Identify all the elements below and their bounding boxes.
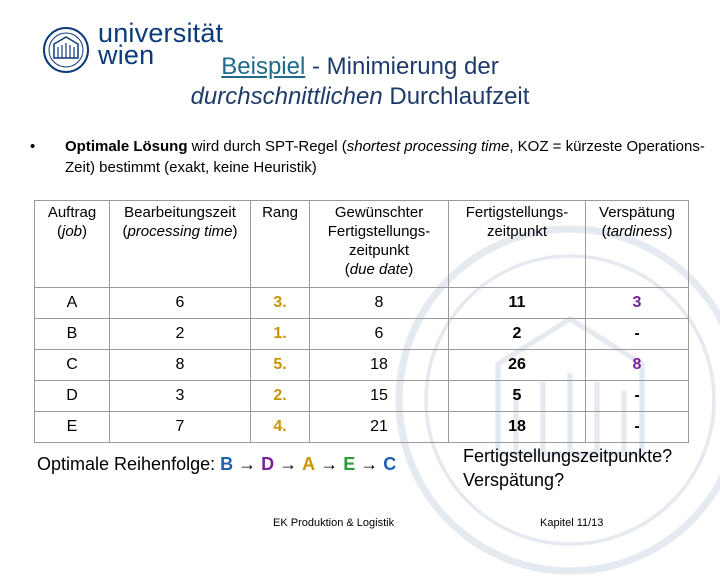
cell-job: E xyxy=(34,411,110,443)
order-item-e: E xyxy=(343,454,356,474)
question-line1: Fertigstellungszeitpunkte? xyxy=(463,446,673,466)
header-job-main: Auftrag xyxy=(47,204,97,221)
cell-rank: 4. xyxy=(250,411,310,443)
cell-rank: 2. xyxy=(250,380,310,412)
cell-due: 8 xyxy=(309,287,449,319)
order-item-d: D xyxy=(261,454,275,474)
bullet-italic: shortest processing time xyxy=(346,138,510,155)
header-tardy-main: Verspätung xyxy=(599,204,675,221)
bullet-text: Optimale Lösung wird durch SPT-Regel (sh… xyxy=(65,136,705,178)
cell-due: 21 xyxy=(309,411,449,443)
cell-job: D xyxy=(34,380,110,412)
table-row: D 3 2. 15 5 - xyxy=(34,380,689,412)
cell-due: 15 xyxy=(309,380,449,412)
cell-job: B xyxy=(34,318,110,350)
title-part2: - Minimierung der xyxy=(305,53,499,80)
arrow-right-icon: → xyxy=(279,454,298,474)
cell-tardy: - xyxy=(585,411,689,443)
university-logo xyxy=(43,27,89,73)
arrow-right-icon: → xyxy=(238,454,257,474)
cell-due: 18 xyxy=(309,349,449,381)
cell-rank: 3. xyxy=(250,287,310,319)
title-part4: Durchlaufzeit xyxy=(382,83,530,110)
cell-finish: 11 xyxy=(448,287,586,319)
slide-title: Beispiel - Minimierung der durchschnittl… xyxy=(60,52,660,112)
header-tardiness: Verspätung (tardiness) xyxy=(585,200,689,288)
header-job-italic: job xyxy=(61,223,83,240)
cell-time: 6 xyxy=(109,287,251,319)
header-finish-time: Fertigstellungs-zeitpunkt xyxy=(448,200,586,288)
order-label: Optimale Reihenfolge: xyxy=(37,454,221,474)
header-job: Auftrag (job) xyxy=(34,200,110,288)
cell-finish: 5 xyxy=(448,380,586,412)
question-line2: Verspätung? xyxy=(463,470,565,490)
table-row: C 8 5. 18 26 8 xyxy=(34,349,689,381)
cell-job: C xyxy=(34,349,110,381)
header-finish-main: Fertigstellungs-zeitpunkt xyxy=(465,204,569,240)
cell-rank: 5. xyxy=(250,349,310,381)
cell-time: 2 xyxy=(109,318,251,350)
table-header-row: Auftrag (job) Bearbeitungszeit (processing… xyxy=(34,200,689,288)
job-table: Auftrag (job) Bearbeitungszeit (processing… xyxy=(34,200,689,443)
header-tardy-italic: tardiness xyxy=(606,223,668,240)
cell-finish: 2 xyxy=(448,318,586,350)
table-row: A 6 3. 8 11 3 xyxy=(34,287,689,319)
footer-chapter: Kapitel 11/13 xyxy=(540,517,604,529)
university-logo-text: universität wien xyxy=(98,18,224,70)
cell-rank: 1. xyxy=(250,318,310,350)
table-row: E 7 4. 21 18 - xyxy=(34,411,689,443)
header-rank-main: Rang xyxy=(262,204,298,221)
bullet-text1: wird durch SPT-Regel ( xyxy=(187,138,347,155)
question-text: Fertigstellungszeitpunkte? Verspätung? xyxy=(463,444,713,492)
header-processing-time: Bearbeitungszeit (processing time) xyxy=(109,200,251,288)
bullet-marker: • xyxy=(30,138,36,155)
table-row: B 2 1. 6 2 - xyxy=(34,318,689,350)
title-link-beispiel[interactable]: Beispiel xyxy=(221,53,306,80)
cell-due: 6 xyxy=(309,318,449,350)
title-part3: durchschnittlichen xyxy=(190,83,383,110)
cell-time: 3 xyxy=(109,380,251,412)
cell-finish: 18 xyxy=(448,411,586,443)
cell-job: A xyxy=(34,287,110,319)
bullet-bold: Optimale Lösung xyxy=(65,138,188,155)
cell-tardy: 3 xyxy=(585,287,689,319)
header-rank: Rang xyxy=(250,200,310,288)
header-time-italic: processing time xyxy=(127,223,233,240)
cell-tardy: - xyxy=(585,318,689,350)
cell-tardy: 8 xyxy=(585,349,689,381)
order-item-a: A xyxy=(302,454,316,474)
bullet-text2: , KOZ = kürzeste Operations-Zeit) bestim… xyxy=(65,138,705,176)
cell-time: 7 xyxy=(109,411,251,443)
arrow-right-icon: → xyxy=(320,454,339,474)
cell-tardy: - xyxy=(585,380,689,412)
optimal-order: Optimale Reihenfolge: B → D → A → E → C xyxy=(37,454,396,475)
order-item-c: C xyxy=(383,454,397,474)
cell-time: 8 xyxy=(109,349,251,381)
order-item-b: B xyxy=(220,454,234,474)
logo-line2: wien xyxy=(98,40,155,70)
header-time-main: Bearbeitungszeit xyxy=(124,204,236,221)
header-due-date: Gewünschter Fertigstellungs-zeitpunkt (du… xyxy=(309,200,449,288)
arrow-right-icon: → xyxy=(360,454,379,474)
cell-finish: 26 xyxy=(448,349,586,381)
footer-course: EK Produktion & Logistik xyxy=(273,517,395,529)
header-due-main: Gewünschter Fertigstellungs-zeitpunkt xyxy=(327,204,431,259)
logo-line1: universität xyxy=(98,18,224,48)
header-due-italic: due date xyxy=(349,261,409,278)
